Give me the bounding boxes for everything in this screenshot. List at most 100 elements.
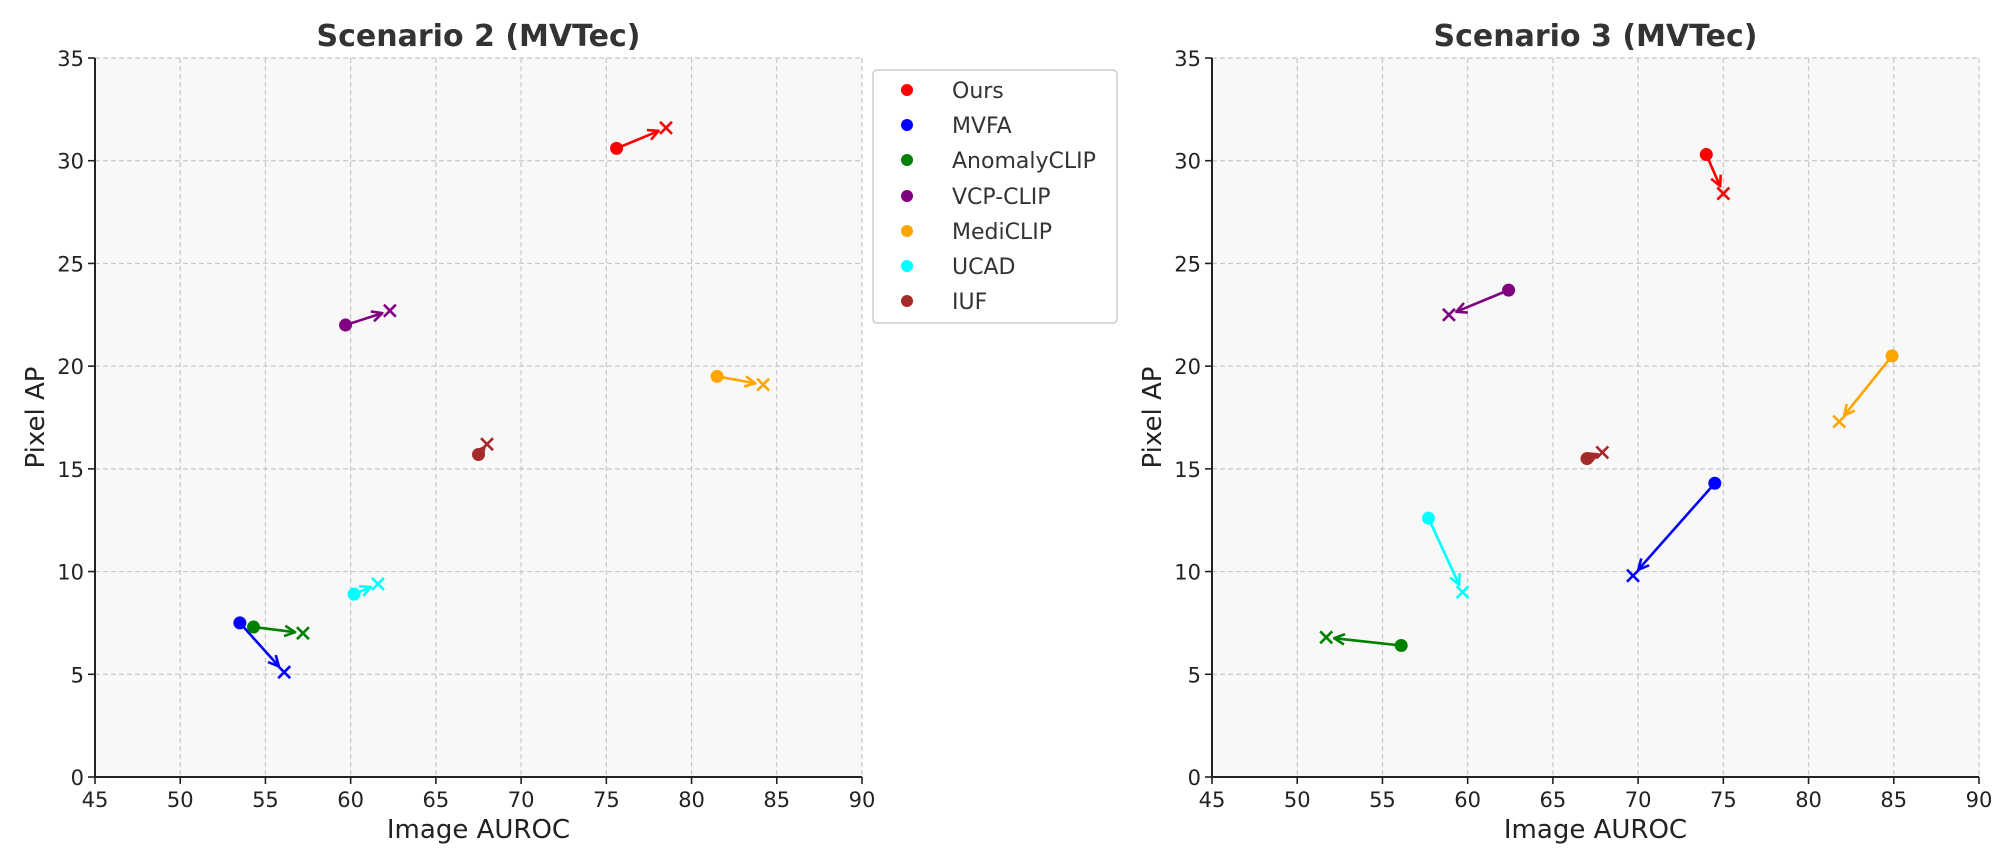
legend-box [872, 69, 1118, 324]
end-point-x-marker [296, 626, 310, 641]
legend-item-vcp-clip: VCP-CLIP [901, 185, 1051, 210]
start-point [347, 587, 361, 601]
start-point [1580, 452, 1594, 466]
y-tick-label: 15 [57, 458, 84, 482]
arrow [238, 622, 279, 666]
series-anomalyclip [247, 620, 310, 641]
legend-marker [901, 225, 913, 237]
start-point [1699, 148, 1713, 162]
y-tick-label: 30 [57, 150, 84, 174]
x-tick-label: 45 [82, 788, 109, 812]
arrow [1334, 638, 1402, 647]
end-point-x-marker [480, 437, 494, 452]
end-point-x-marker [1716, 186, 1731, 201]
series-mvfa [1626, 476, 1722, 583]
series-ucad [1421, 511, 1470, 600]
end-point-x-marker [1626, 568, 1640, 583]
chart-scenario-3: Scenario 3 (MVTec) Image AUROC Pixel AP … [1138, 19, 1992, 845]
series-iuf [1580, 445, 1610, 466]
legend-label: VCP-CLIP [952, 185, 1051, 210]
chart-title: Scenario 2 (MVTec) [317, 19, 641, 54]
arrow [1844, 355, 1894, 416]
y-axis-label: Pixel AP [21, 367, 51, 469]
series-vcp-clip [339, 303, 397, 332]
legend-item-iuf: IUF [901, 290, 987, 315]
x-tick-label: 55 [252, 788, 279, 812]
start-point [1708, 476, 1722, 490]
end-point-x-marker [756, 377, 771, 392]
end-point-x-marker [277, 665, 292, 680]
x-tick-label: 55 [1369, 788, 1396, 812]
legend-marker [901, 190, 913, 202]
series-anomalyclip [1319, 630, 1408, 653]
legend-marker [901, 154, 913, 166]
series-iuf [472, 437, 494, 461]
legend-item-mediclip: MediCLIP [901, 220, 1052, 245]
end-point-x-marker [1595, 445, 1610, 460]
legend-item-mvfa: MVFA [901, 114, 1012, 139]
end-point-x-marker [382, 303, 397, 318]
start-point [339, 318, 353, 332]
y-tick-label: 35 [57, 47, 84, 71]
legend-marker [901, 119, 913, 131]
y-tick-label: 0 [71, 766, 84, 790]
arrow [1456, 288, 1510, 312]
x-tick-label: 70 [508, 788, 535, 812]
arrow [253, 627, 295, 632]
start-point [710, 369, 724, 383]
y-tick-label: 25 [1174, 252, 1201, 276]
chart-scenario-2: Scenario 2 (MVTec) Image AUROC Pixel AP … [21, 19, 875, 845]
series-vcp-clip [1442, 283, 1516, 322]
legend-item-anomalyclip: AnomalyCLIP [901, 149, 1096, 174]
x-tick-label: 75 [593, 788, 620, 812]
series-mediclip [710, 369, 771, 392]
end-point-x-marker [1455, 585, 1470, 600]
x-tick-label: 85 [1880, 788, 1907, 812]
end-point-x-marker [1832, 414, 1847, 429]
x-tick-label: 90 [849, 788, 876, 812]
series-ours [610, 120, 673, 155]
y-tick-label: 5 [71, 663, 84, 687]
legend-label: MediCLIP [952, 220, 1052, 245]
plot-area [95, 58, 862, 777]
legend-marker [901, 260, 913, 272]
series-mvfa [233, 616, 292, 680]
x-tick-label: 50 [1284, 788, 1311, 812]
x-tick-label: 85 [763, 788, 790, 812]
x-tick-label: 60 [337, 788, 364, 812]
x-tick-label: 70 [1625, 788, 1652, 812]
y-axis-label: Pixel AP [1138, 367, 1168, 469]
legend-label: MVFA [952, 114, 1012, 139]
y-tick-label: 10 [1174, 561, 1201, 585]
start-point [1421, 511, 1435, 525]
start-point [247, 620, 261, 634]
x-tick-label: 65 [1540, 788, 1567, 812]
arrow [1638, 482, 1716, 569]
start-point [1502, 283, 1516, 297]
x-tick-label: 50 [167, 788, 194, 812]
y-tick-label: 35 [1174, 47, 1201, 71]
x-tick-label: 60 [1454, 788, 1481, 812]
x-tick-label: 80 [678, 788, 705, 812]
x-tick-label: 45 [1199, 788, 1226, 812]
x-axis-label: Image AUROC [387, 815, 570, 845]
arrow [616, 131, 659, 150]
start-point [1885, 349, 1899, 363]
legend-label: UCAD [952, 255, 1015, 280]
start-point [472, 447, 485, 461]
legend-label: IUF [952, 290, 987, 315]
plot-area [1212, 58, 1979, 777]
legend-item-ucad: UCAD [901, 255, 1015, 280]
x-tick-label: 90 [1966, 788, 1993, 812]
end-point-x-marker [1442, 307, 1456, 322]
y-tick-label: 10 [57, 561, 84, 585]
legend-marker [901, 295, 913, 307]
y-tick-label: 20 [1174, 355, 1201, 379]
x-tick-label: 80 [1795, 788, 1822, 812]
y-tick-label: 0 [1188, 766, 1201, 790]
series-ucad [347, 576, 385, 601]
series-ours [1699, 148, 1731, 201]
chart-title: Scenario 3 (MVTec) [1434, 19, 1758, 54]
x-tick-label: 65 [423, 788, 450, 812]
